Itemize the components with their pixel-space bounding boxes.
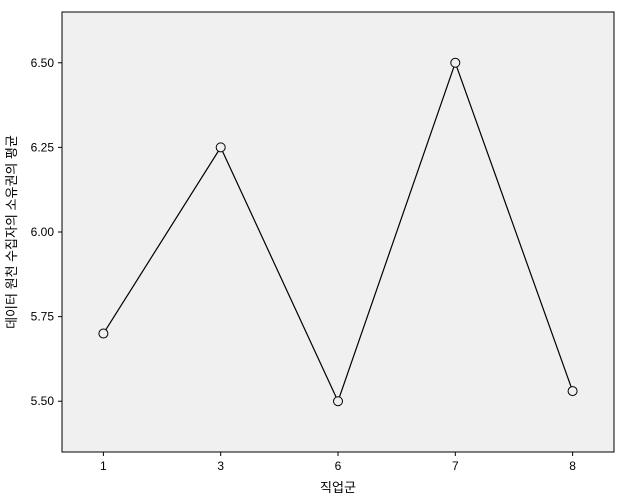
y-tick-label: 5.75	[31, 310, 55, 324]
x-tick-label: 8	[569, 459, 576, 473]
y-tick-label: 5.50	[31, 394, 55, 408]
data-marker	[334, 397, 343, 406]
y-tick-label: 6.25	[31, 140, 55, 154]
y-tick-label: 6.00	[31, 225, 55, 239]
y-axis-title: 데이터 원천 수집자의 소유권의 평균	[4, 135, 19, 329]
x-tick-label: 1	[100, 459, 107, 473]
line-chart: 5.50 5.75 6.00 6.25 6.50 1 3 6 7 8 직업군 데이터 원천 수집자의 …	[0, 0, 629, 504]
x-axis-title: 직업군	[320, 480, 356, 495]
x-tick-label: 6	[335, 459, 342, 473]
x-tick-label: 3	[217, 459, 224, 473]
data-marker	[99, 329, 108, 338]
data-marker	[216, 143, 225, 152]
data-marker	[451, 58, 460, 67]
plot-area	[62, 12, 614, 452]
x-tick-label: 7	[452, 459, 459, 473]
data-marker	[568, 387, 577, 396]
y-tick-label: 6.50	[31, 56, 55, 70]
chart-svg: 5.50 5.75 6.00 6.25 6.50 1 3 6 7 8 직업군 데이터 원천 수집자의 …	[0, 0, 629, 504]
